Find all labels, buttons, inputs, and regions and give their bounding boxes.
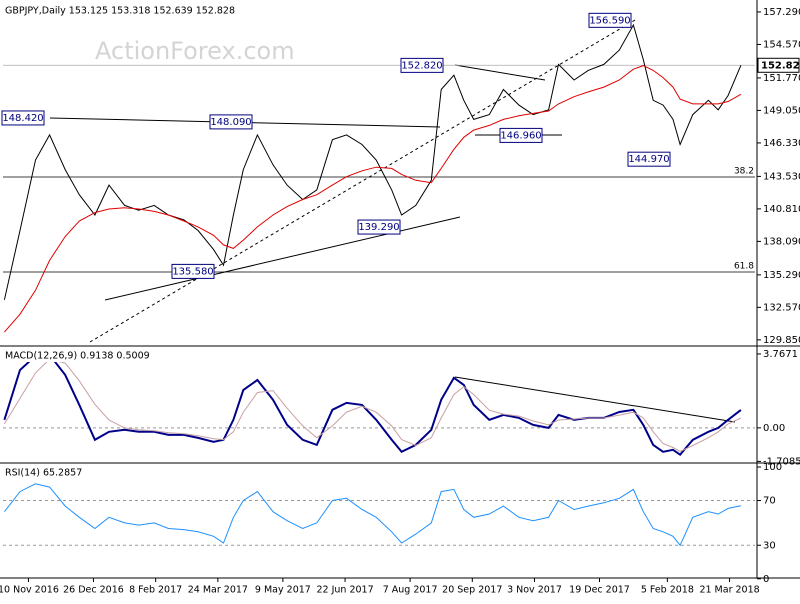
annotation-label: 148.090 [210,117,251,128]
y-tick-label: 143.530 [763,171,800,182]
x-tick-label: 20 Sep 2017 [442,585,502,596]
panel-title: GBPJPY,Daily 153.125 153.318 152.639 152… [5,6,235,17]
x-tick-label: 5 Feb 2018 [641,585,694,596]
y-tick-label: 0.00 [763,423,785,434]
annotation-box [588,12,632,28]
annotation-box [499,127,543,143]
y-tick-label: 154.570 [763,39,800,50]
panel-title-bg [3,4,253,17]
y-tick-label: 135.290 [763,270,800,281]
annotation-box [400,57,444,73]
fib-label: 38.2 [734,166,754,176]
panel-title: MACD(12,26,9) 0.9138 0.5009 [5,351,150,362]
annotation-label: 148.420 [2,113,43,124]
series-line [4,65,742,333]
x-tick-label: 22 Jun 2017 [316,585,373,596]
annotation-label: 156.590 [589,15,630,26]
annotation-label: 146.960 [500,130,541,141]
y-tick-label: 138.090 [763,236,800,247]
y-tick-label: 129.850 [763,335,800,346]
annotation-label: 152.820 [401,60,442,71]
x-tick-label: 26 Dec 2016 [63,585,124,596]
trend-line [454,64,546,81]
y-tick-label: 132.570 [763,302,800,313]
y-tick-label: -1.7085 [763,456,800,467]
series-line [3,353,742,457]
x-tick-label: 19 Dec 2017 [569,585,630,596]
annotation-box [627,151,671,167]
watermark: ActionForex.com [95,37,295,65]
annotation-box [171,263,215,279]
y-tick-label: 157.290 [763,7,800,18]
y-tick-label: 70 [763,496,776,507]
y-tick-label: 151.770 [763,73,800,84]
y-tick-label: 30 [763,540,776,551]
y-tick-label: 149.050 [763,105,800,116]
series-line [3,358,742,452]
y-tick-label: 3.7671 [763,349,798,360]
y-tick-label: 146.330 [763,138,800,149]
panel-title-bg [3,466,81,479]
panel-title-bg [3,349,153,362]
annotation-label: 135.580 [172,266,213,277]
fib-label: 61.8 [734,261,754,271]
x-tick-label: 7 Aug 2017 [383,585,438,596]
annotation-label: 139.290 [358,222,399,233]
annotation-box [209,114,253,130]
panel-title: RSI(14) 65.2857 [5,468,82,479]
y-tick-label: 140.810 [763,204,800,215]
annotation-label: 144.970 [628,154,669,165]
trend-line [454,376,736,423]
y-tick-label: 0 [763,574,769,585]
x-tick-label: 8 Feb 2017 [129,585,182,596]
y-tick-label: 100 [763,462,782,473]
annotation-box [357,219,401,235]
x-tick-label: 9 May 2017 [255,585,311,596]
series-line [4,483,741,547]
annotation-box [1,110,45,126]
last-price-box [757,57,800,73]
x-tick-label: 10 Nov 2016 [0,585,59,596]
trend-line [104,216,461,301]
last-price-label: 152.828 [761,60,800,71]
x-tick-label: 24 Mar 2017 [188,585,248,596]
x-tick-label: 3 Nov 2017 [507,585,562,596]
x-tick-label: 21 Mar 2018 [699,585,759,596]
